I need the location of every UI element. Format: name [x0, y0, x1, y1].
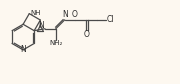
Text: N: N: [62, 10, 68, 19]
Text: Cl: Cl: [107, 15, 114, 24]
Text: N: N: [38, 20, 44, 30]
Text: O: O: [83, 30, 89, 39]
Text: NH₂: NH₂: [49, 40, 62, 46]
Text: NH: NH: [31, 10, 41, 16]
Text: N: N: [20, 45, 26, 54]
Text: O: O: [72, 10, 78, 19]
